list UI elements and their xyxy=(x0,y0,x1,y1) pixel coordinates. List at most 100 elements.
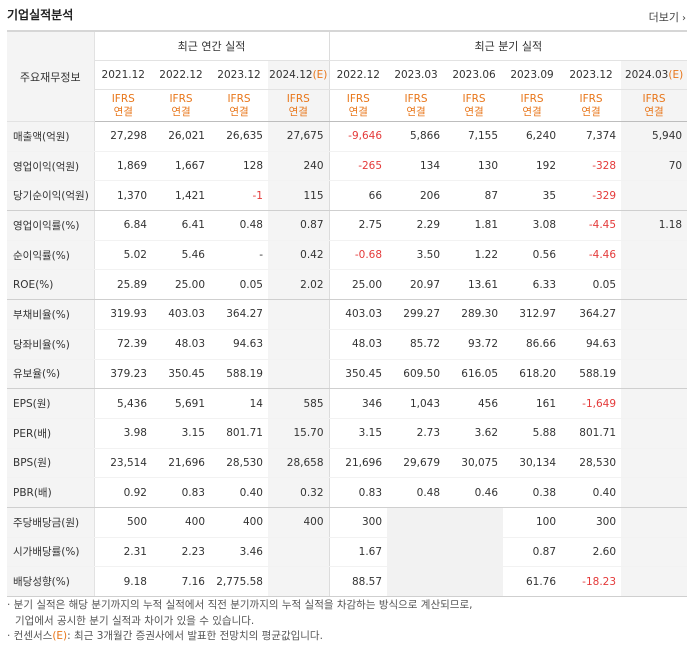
row-label: 시가배당률(%) xyxy=(7,537,95,568)
table-cell: 350.45 xyxy=(152,359,210,390)
table-cell: 29,679 xyxy=(387,448,446,479)
table-cell: 2.60 xyxy=(561,537,622,568)
table-cell: 5,940 xyxy=(621,121,688,152)
table-cell xyxy=(621,240,688,271)
financial-table: 주요재무정보 최근 연간 실적 최근 분기 실적 2021.12 2022.12 2… xyxy=(7,30,688,597)
footnote-1: · 분기 실적은 해당 분기까지의 누적 실적에서 직전 분기까지의 누적 실적… xyxy=(7,599,473,611)
table-row: 배당성향(%) 9.18 7.16 2,775.58 88.57 61.76 -18.23 xyxy=(7,566,688,597)
table-cell: 6.33 xyxy=(503,269,562,301)
table-cell: 0.83 xyxy=(329,477,388,508)
table-row: 주당배당금(원) 500 400 400 400 300 100 300 xyxy=(7,507,688,538)
table-cell: 134 xyxy=(387,151,446,182)
table-cell: 6,240 xyxy=(503,121,562,152)
accounting-standard: IFRS 연결 xyxy=(387,89,446,122)
table-cell: 128 xyxy=(210,151,268,182)
more-link[interactable]: 더보기 › xyxy=(649,9,686,25)
table-row: 시가배당률(%) 2.31 2.23 3.46 1.67 0.87 2.60 xyxy=(7,537,688,568)
table-cell: 289.30 xyxy=(445,299,504,330)
table-cell: 2.29 xyxy=(387,210,446,241)
table-cell: 0.56 xyxy=(503,240,562,271)
table-cell: 70 xyxy=(621,151,688,182)
table-cell: 20.97 xyxy=(387,269,446,301)
table-cell: 1.22 xyxy=(445,240,504,271)
annual-group-header: 최근 연간 실적 xyxy=(94,30,330,61)
table-cell: 21,696 xyxy=(152,448,210,479)
row-label: EPS(원) xyxy=(7,388,95,419)
table-cell xyxy=(387,507,446,538)
table-cell: 192 xyxy=(503,151,562,182)
table-cell: 1,370 xyxy=(94,180,152,212)
table-row: 영업이익률(%) 6.84 6.41 0.48 0.87 2.75 2.29 1.81 3.08… xyxy=(7,210,688,241)
table-cell: 585 xyxy=(268,388,330,419)
table-cell: 0.83 xyxy=(152,477,210,508)
accounting-standard: IFRS 연결 xyxy=(268,89,330,122)
accounting-standard: IFRS 연결 xyxy=(445,89,504,122)
table-cell: 364.27 xyxy=(561,299,622,330)
table-cell: 6.84 xyxy=(94,210,152,241)
period-header: 2024.03(E) xyxy=(621,60,688,90)
table-cell: 319.93 xyxy=(94,299,152,330)
table-cell: 206 xyxy=(387,180,446,212)
footnote-2: · 컨센서스(E): 최근 3개월간 증권사에서 발표한 전망치의 평균값입니다… xyxy=(7,630,323,642)
table-cell: -328 xyxy=(561,151,622,182)
table-cell: 88.57 xyxy=(329,566,388,597)
table-row: BPS(원) 23,514 21,696 28,530 28,658 21,696 29,6… xyxy=(7,448,688,479)
table-cell: -265 xyxy=(329,151,388,182)
table-cell: 346 xyxy=(329,388,388,419)
table-cell: 350.45 xyxy=(329,359,388,390)
table-cell: 3.50 xyxy=(387,240,446,271)
table-cell: 94.63 xyxy=(561,329,622,360)
table-cell: 2.75 xyxy=(329,210,388,241)
table-cell: -0.68 xyxy=(329,240,388,271)
table-cell xyxy=(268,566,330,597)
period-header: 2023.06 xyxy=(445,60,504,90)
table-cell: 2,775.58 xyxy=(210,566,268,597)
table-row: 부채비율(%) 319.93 403.03 364.27 403.03 299.27 289… xyxy=(7,299,688,330)
table-cell: 5,691 xyxy=(152,388,210,419)
table-cell: 1.81 xyxy=(445,210,504,241)
table-cell: -9,646 xyxy=(329,121,388,152)
period-header: 2022.12 xyxy=(329,60,388,90)
table-cell: 3.15 xyxy=(152,418,210,449)
table-cell: 5.46 xyxy=(152,240,210,271)
table-cell: 588.19 xyxy=(561,359,622,390)
table-cell: 588.19 xyxy=(210,359,268,390)
accounting-standard: IFRS 연결 xyxy=(210,89,268,122)
accounting-standard: IFRS 연결 xyxy=(94,89,152,122)
period-header: 2024.12(E) xyxy=(268,60,330,90)
table-cell: 7,155 xyxy=(445,121,504,152)
table-row: PBR(배) 0.92 0.83 0.40 0.32 0.83 0.48 0.46 0.38 0.… xyxy=(7,477,688,508)
table-cell: 25.89 xyxy=(94,269,152,301)
table-cell: 5.02 xyxy=(94,240,152,271)
row-label: 부채비율(%) xyxy=(7,299,95,330)
period-header: 2023.12 xyxy=(561,60,622,90)
period-header: 2023.12 xyxy=(210,60,268,90)
table-cell: -1,649 xyxy=(561,388,622,419)
table-cell: 1,421 xyxy=(152,180,210,212)
more-label: 더보기 xyxy=(648,11,679,24)
table-cell: 1,667 xyxy=(152,151,210,182)
table-row: 당기순이익(억원) 1,370 1,421 -1 115 66 206 87 35 -329 xyxy=(7,180,688,212)
period-header: 2021.12 xyxy=(94,60,152,90)
table-cell: 2.73 xyxy=(387,418,446,449)
table-cell: 30,075 xyxy=(445,448,504,479)
table-cell: 3.46 xyxy=(210,537,268,568)
table-cell: 3.98 xyxy=(94,418,152,449)
table-cell: 94.63 xyxy=(210,329,268,360)
quarter-group-header: 최근 분기 실적 xyxy=(329,30,688,61)
table-cell: 400 xyxy=(210,507,268,538)
table-cell: 2.31 xyxy=(94,537,152,568)
table-cell: 618.20 xyxy=(503,359,562,390)
chevron-right-icon: › xyxy=(682,13,686,24)
table-cell: 379.23 xyxy=(94,359,152,390)
row-label: PBR(배) xyxy=(7,477,95,508)
table-cell: 48.03 xyxy=(329,329,388,360)
table-row: 유보율(%) 379.23 350.45 588.19 350.45 609.50 616.… xyxy=(7,359,688,390)
table-cell: -4.45 xyxy=(561,210,622,241)
table-cell: 85.72 xyxy=(387,329,446,360)
table-cell: 28,530 xyxy=(210,448,268,479)
section-title: 기업실적분석 xyxy=(7,8,74,22)
table-cell xyxy=(387,566,446,597)
row-label: PER(배) xyxy=(7,418,95,449)
table-cell: 0.05 xyxy=(210,269,268,301)
